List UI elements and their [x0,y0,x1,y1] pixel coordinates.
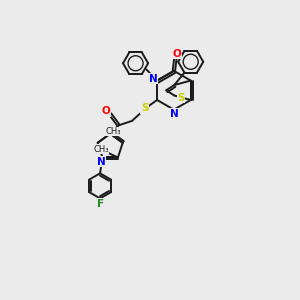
Text: CH₃: CH₃ [105,127,121,136]
Text: N: N [149,74,158,84]
Text: S: S [141,103,148,113]
Text: S: S [177,93,184,103]
Text: F: F [97,199,104,209]
Text: N: N [169,109,178,118]
Text: CH₃: CH₃ [93,145,109,154]
Text: N: N [97,157,105,167]
Text: O: O [102,106,111,116]
Text: O: O [173,49,182,59]
